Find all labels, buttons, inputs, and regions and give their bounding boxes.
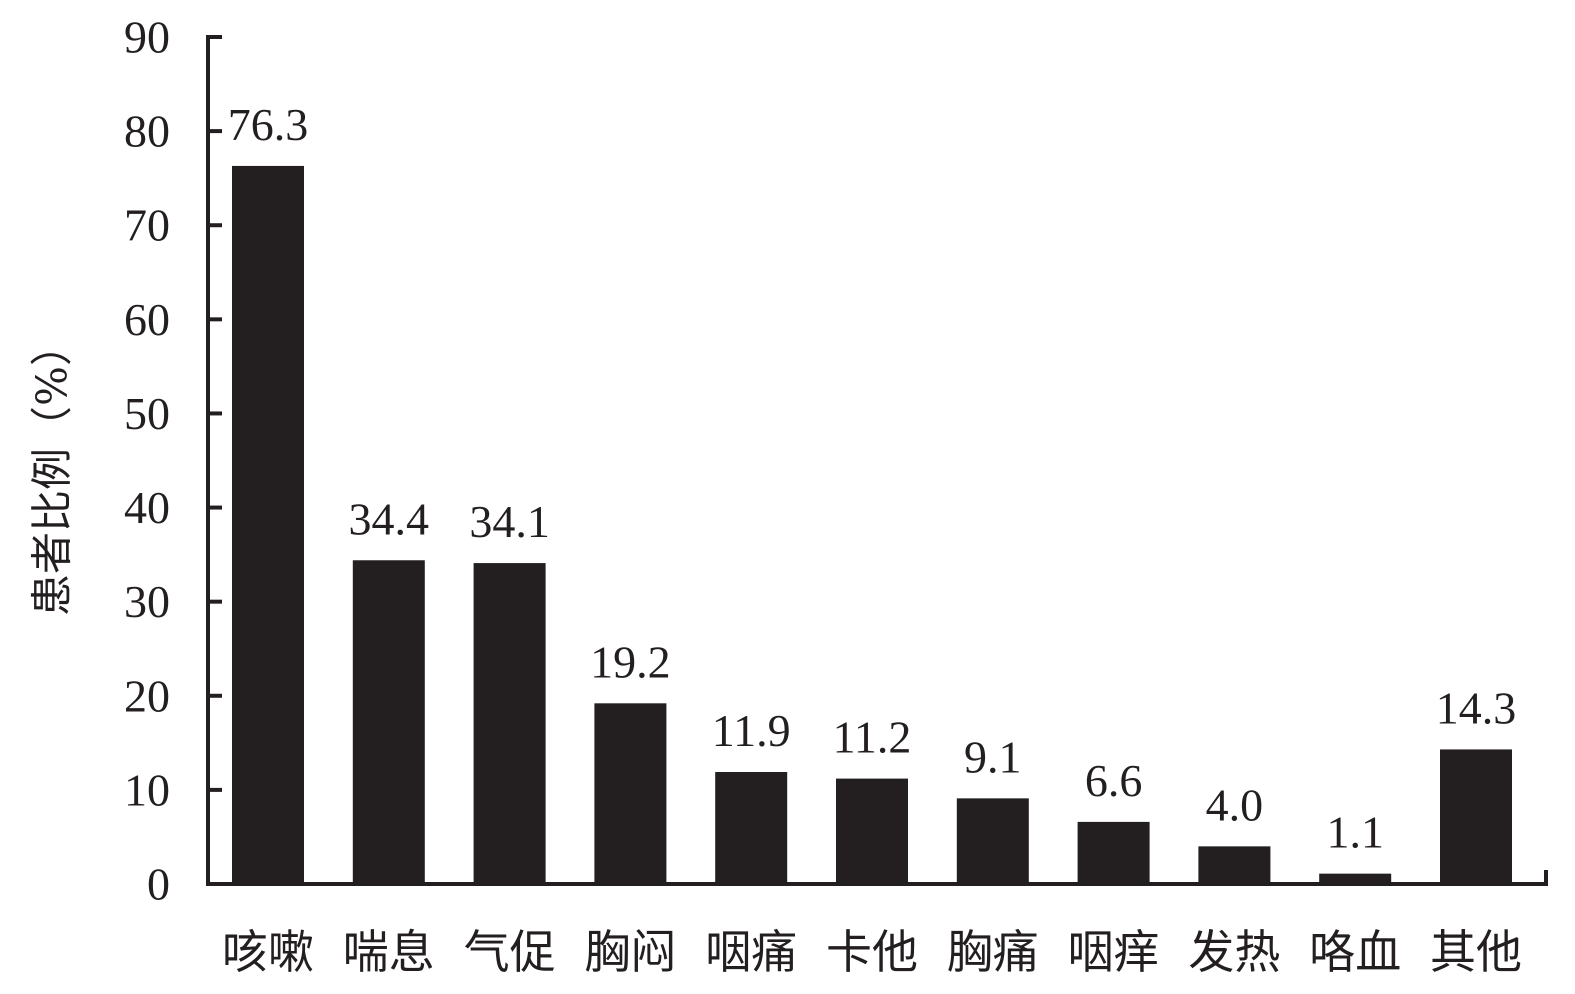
x-category-label: 咽痛 — [705, 925, 797, 979]
x-category-label: 发热 — [1188, 925, 1280, 979]
y-tick-label: 60 — [124, 294, 170, 345]
x-category-label: 咳嗽 — [222, 925, 314, 979]
y-tick-label: 90 — [124, 12, 170, 63]
y-tick-label: 80 — [124, 106, 170, 157]
bar — [1440, 749, 1512, 884]
y-ticks: 0 10 20 30 40 50 60 70 80 90 — [124, 12, 222, 910]
bar-value-label: 11.9 — [712, 705, 791, 756]
x-labels: 咳嗽 喘息 气促 胸闷 咽痛 卡他 胸痛 咽痒 发热 咯血 其他 — [222, 925, 1522, 979]
bar — [594, 703, 667, 884]
y-tick-label: 40 — [124, 482, 170, 533]
bar-value-label: 11.2 — [833, 712, 912, 763]
bar-value-label: 9.1 — [964, 731, 1022, 782]
bar-value-label: 1.1 — [1326, 807, 1384, 858]
bar — [1198, 846, 1271, 884]
bar-value-label: 34.1 — [469, 496, 550, 547]
bar — [1077, 821, 1150, 884]
x-category-label: 咯血 — [1309, 925, 1401, 979]
x-category-label: 气促 — [464, 925, 556, 979]
bar-value-label: 6.6 — [1085, 755, 1143, 806]
bar — [715, 772, 788, 884]
bar-value-label: 4.0 — [1206, 779, 1264, 830]
y-tick-label: 50 — [124, 388, 170, 439]
x-category-label: 咽痒 — [1068, 925, 1160, 979]
x-category-label: 喘息 — [343, 925, 435, 979]
bars — [232, 165, 1512, 884]
y-tick-label: 30 — [124, 576, 170, 627]
y-axis-title-group: 患者比例（%） — [28, 324, 77, 616]
bar — [232, 165, 304, 884]
y-tick-label: 70 — [124, 200, 170, 251]
value-labels: 76.3 34.4 34.1 19.2 11.9 11.2 9.1 6.6 4.0 1.1 14.3 — [228, 99, 1517, 858]
y-axis-title: 患者比例（%） — [28, 324, 77, 616]
bar-value-label: 19.2 — [590, 636, 671, 687]
x-category-label: 其他 — [1430, 925, 1522, 979]
bar — [836, 778, 908, 884]
bar — [1319, 873, 1392, 884]
x-category-label: 胸闷 — [584, 925, 676, 979]
x-category-label: 胸痛 — [947, 925, 1039, 979]
y-tick-label: 20 — [124, 670, 170, 721]
bar-value-label: 14.3 — [1436, 682, 1517, 733]
y-tick-label: 0 — [147, 859, 170, 910]
bar — [352, 560, 425, 884]
bar — [473, 563, 546, 884]
y-tick-label: 10 — [124, 764, 170, 815]
x-category-label: 卡他 — [826, 925, 918, 979]
bar-value-label: 34.4 — [349, 493, 430, 544]
bar — [956, 798, 1029, 884]
bar-value-label: 76.3 — [228, 99, 309, 150]
